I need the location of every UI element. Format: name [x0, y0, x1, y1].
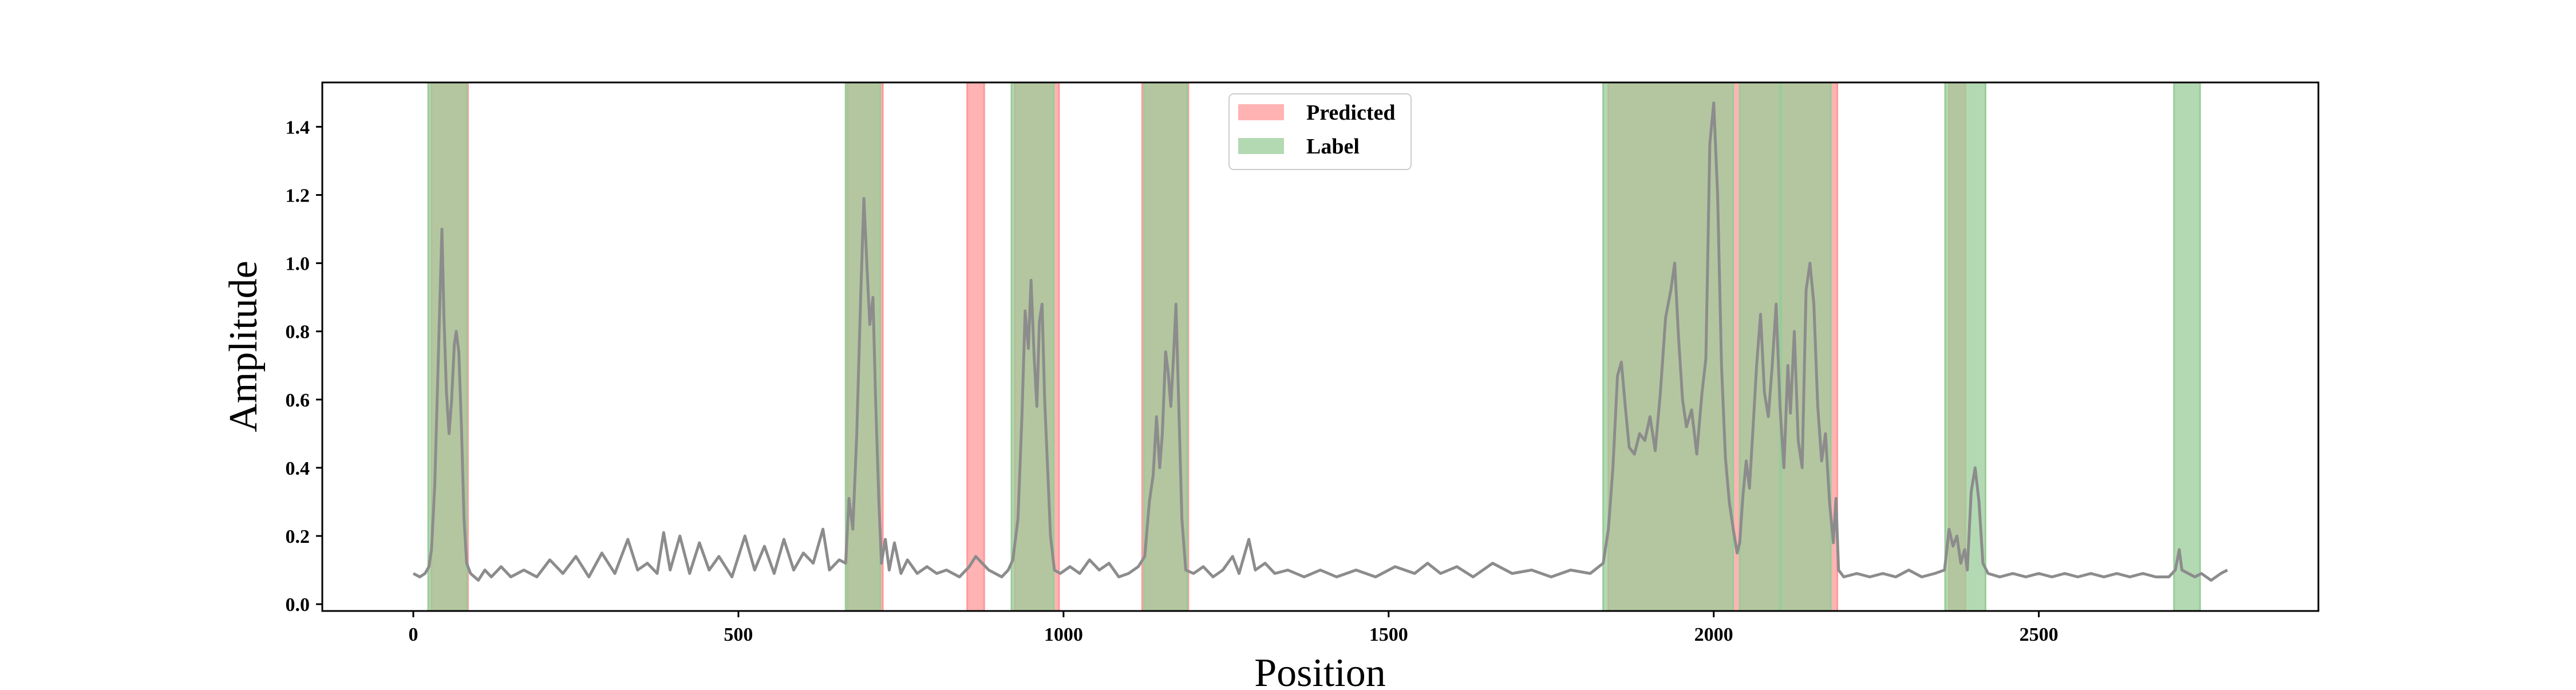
- label-region: [427, 81, 468, 612]
- legend-label-label: Label: [1306, 135, 1360, 159]
- y-tick-label: 0.6: [286, 390, 310, 411]
- series-layer: [412, 101, 2229, 582]
- legend: Predicted Label: [1228, 93, 1412, 170]
- y-tick-label: 1.2: [286, 186, 310, 207]
- y-tick-label: 0.0: [286, 594, 310, 616]
- label-region: [2173, 81, 2201, 612]
- predicted-region: [966, 81, 985, 612]
- legend-swatch-predicted: [1238, 104, 1284, 120]
- label-region: [1602, 81, 1735, 612]
- legend-label-predicted: Predicted: [1306, 101, 1395, 125]
- x-tick-label: 500: [724, 624, 753, 645]
- label-region: [1143, 81, 1188, 612]
- y-axis-ticks: 0.0 0.2 0.4 0.6 0.8 1.0 1.2 1.4: [286, 117, 322, 616]
- y-tick-label: 0.4: [286, 458, 310, 479]
- x-tick-label: 1000: [1044, 624, 1083, 645]
- y-tick-label: 1.4: [286, 117, 310, 138]
- plot-frame: [321, 81, 2320, 612]
- y-axis-title: Amplitude: [222, 261, 266, 432]
- label-regions: [427, 81, 2201, 612]
- y-tick-label: 1.0: [286, 254, 310, 275]
- y-tick-label: 0.2: [286, 526, 310, 547]
- y-tick-label: 0.8: [286, 322, 310, 343]
- x-axis-title: Position: [1254, 651, 1386, 687]
- legend-swatch-label: [1238, 138, 1284, 154]
- x-tick-label: 2000: [1694, 624, 1733, 645]
- x-tick-label: 0: [409, 624, 418, 645]
- x-axis-ticks: 0 500 1000 1500 2000 2500: [409, 611, 2059, 645]
- label-region: [1944, 81, 1986, 612]
- x-tick-label: 1500: [1369, 624, 1408, 645]
- x-tick-label: 2500: [2020, 624, 2059, 645]
- signal-line: [412, 101, 2229, 582]
